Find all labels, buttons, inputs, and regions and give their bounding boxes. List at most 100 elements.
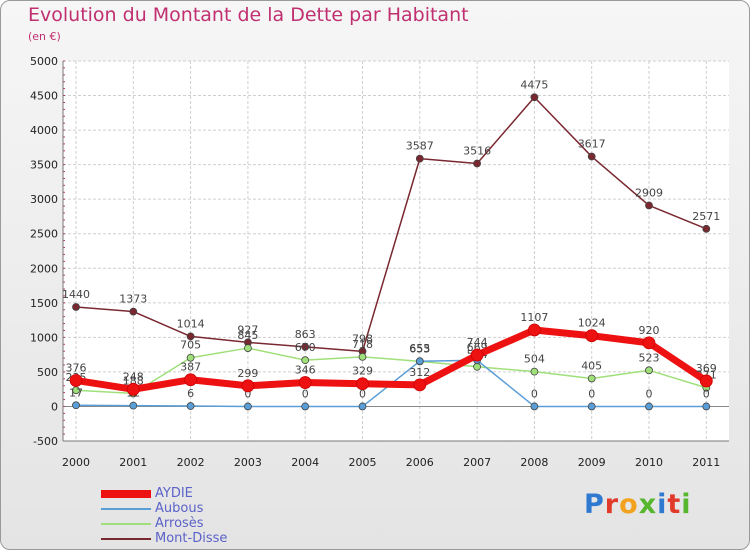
data-point bbox=[702, 402, 711, 411]
data-label: 376 bbox=[66, 361, 87, 374]
data-label: 248 bbox=[123, 370, 144, 383]
data-label: 2571 bbox=[692, 210, 720, 223]
y-tick-label: 1000 bbox=[30, 331, 58, 344]
data-label: 920 bbox=[639, 324, 660, 337]
y-tick-label: 3000 bbox=[30, 193, 58, 206]
data-point bbox=[243, 402, 252, 411]
data-label: 1107 bbox=[520, 311, 548, 324]
chart-subtitle: (en €) bbox=[28, 30, 61, 43]
data-point bbox=[645, 201, 653, 210]
y-tick-label: 3500 bbox=[30, 159, 58, 172]
series-line-mont-disse bbox=[75, 96, 708, 353]
x-tick-label: 2000 bbox=[62, 456, 90, 469]
data-label: 188 bbox=[123, 374, 144, 387]
data-point bbox=[129, 307, 138, 316]
data-point bbox=[415, 357, 424, 366]
legend-swatch bbox=[101, 522, 151, 525]
data-point bbox=[587, 152, 596, 161]
data-point bbox=[72, 401, 80, 410]
data-label: 346 bbox=[295, 364, 316, 377]
data-label: 655 bbox=[409, 342, 430, 355]
data-label: 1024 bbox=[578, 317, 606, 330]
data-label: 3587 bbox=[406, 140, 434, 153]
data-label: 1014 bbox=[177, 317, 205, 330]
x-tick-label: 2011 bbox=[692, 456, 720, 469]
data-point bbox=[702, 224, 711, 233]
data-label: 523 bbox=[639, 351, 660, 364]
data-point bbox=[126, 382, 140, 396]
data-point bbox=[642, 336, 656, 350]
x-tick-label: 2004 bbox=[291, 456, 319, 469]
y-tick-label: 4000 bbox=[30, 124, 58, 137]
data-label: 798 bbox=[352, 332, 373, 345]
data-label: 312 bbox=[409, 366, 430, 379]
data-point bbox=[413, 378, 427, 392]
data-label: 387 bbox=[180, 361, 201, 374]
logo-letter: o bbox=[619, 489, 639, 520]
x-tick-label: 2001 bbox=[119, 456, 147, 469]
data-label: 0 bbox=[646, 387, 653, 400]
y-tick-label: 5000 bbox=[30, 55, 58, 68]
data-label: 670 bbox=[295, 341, 316, 354]
y-tick-label: 0 bbox=[51, 400, 58, 413]
data-point bbox=[358, 352, 367, 361]
legend-item: AYDIE bbox=[101, 486, 301, 501]
data-point bbox=[530, 93, 539, 102]
data-label: 1373 bbox=[119, 293, 147, 306]
data-point bbox=[69, 374, 83, 387]
data-point bbox=[186, 402, 195, 410]
data-label: 405 bbox=[581, 359, 602, 372]
data-label: 3516 bbox=[463, 145, 491, 158]
y-tick-label: 500 bbox=[37, 366, 58, 379]
legend-swatch bbox=[101, 489, 151, 498]
data-label: 504 bbox=[524, 353, 545, 366]
data-point bbox=[298, 376, 312, 389]
data-label: 744 bbox=[467, 336, 488, 349]
x-tick-label: 2002 bbox=[177, 456, 205, 469]
y-tick-label: 2000 bbox=[30, 262, 58, 275]
data-point bbox=[301, 342, 310, 351]
x-tick-label: 2010 bbox=[635, 456, 663, 469]
data-point bbox=[72, 303, 80, 311]
series-line-aydie bbox=[72, 326, 710, 393]
data-point bbox=[587, 402, 596, 411]
data-point bbox=[645, 402, 653, 411]
data-label: 0 bbox=[588, 387, 595, 400]
data-label: 1440 bbox=[62, 288, 90, 301]
legend-label: Aubous bbox=[155, 501, 204, 516]
data-point bbox=[184, 373, 198, 387]
data-label: 653 bbox=[409, 342, 430, 355]
logo-letter: r bbox=[604, 489, 620, 520]
x-tick-label: 2005 bbox=[349, 456, 377, 469]
plot-area bbox=[63, 61, 729, 441]
y-tick-label: 1500 bbox=[30, 297, 58, 310]
data-point bbox=[587, 374, 596, 383]
data-point bbox=[241, 379, 255, 393]
data-label: 329 bbox=[352, 365, 373, 378]
logo-letter: i bbox=[681, 489, 692, 520]
x-tick-label: 2009 bbox=[578, 456, 606, 469]
data-point bbox=[699, 374, 713, 388]
data-point bbox=[358, 402, 367, 411]
logo-letter: P bbox=[584, 489, 605, 520]
data-point bbox=[415, 154, 424, 163]
series-line-arros-s bbox=[75, 347, 708, 395]
data-label: 299 bbox=[237, 367, 258, 380]
data-point bbox=[645, 366, 653, 375]
data-label: 863 bbox=[295, 328, 316, 341]
data-label: 4475 bbox=[520, 78, 548, 91]
data-point bbox=[528, 323, 541, 337]
data-label: 6 bbox=[187, 387, 194, 400]
legend-swatch bbox=[101, 537, 151, 540]
data-point bbox=[585, 329, 599, 343]
data-point bbox=[186, 332, 195, 341]
data-point bbox=[473, 362, 482, 371]
data-point bbox=[473, 159, 482, 168]
legend-label: Arrosès bbox=[155, 516, 204, 531]
logo-letter: t bbox=[667, 489, 682, 520]
legend-swatch bbox=[101, 507, 151, 510]
proxiti-logo: Proxiti bbox=[584, 489, 692, 520]
logo-letter: x bbox=[638, 489, 658, 520]
